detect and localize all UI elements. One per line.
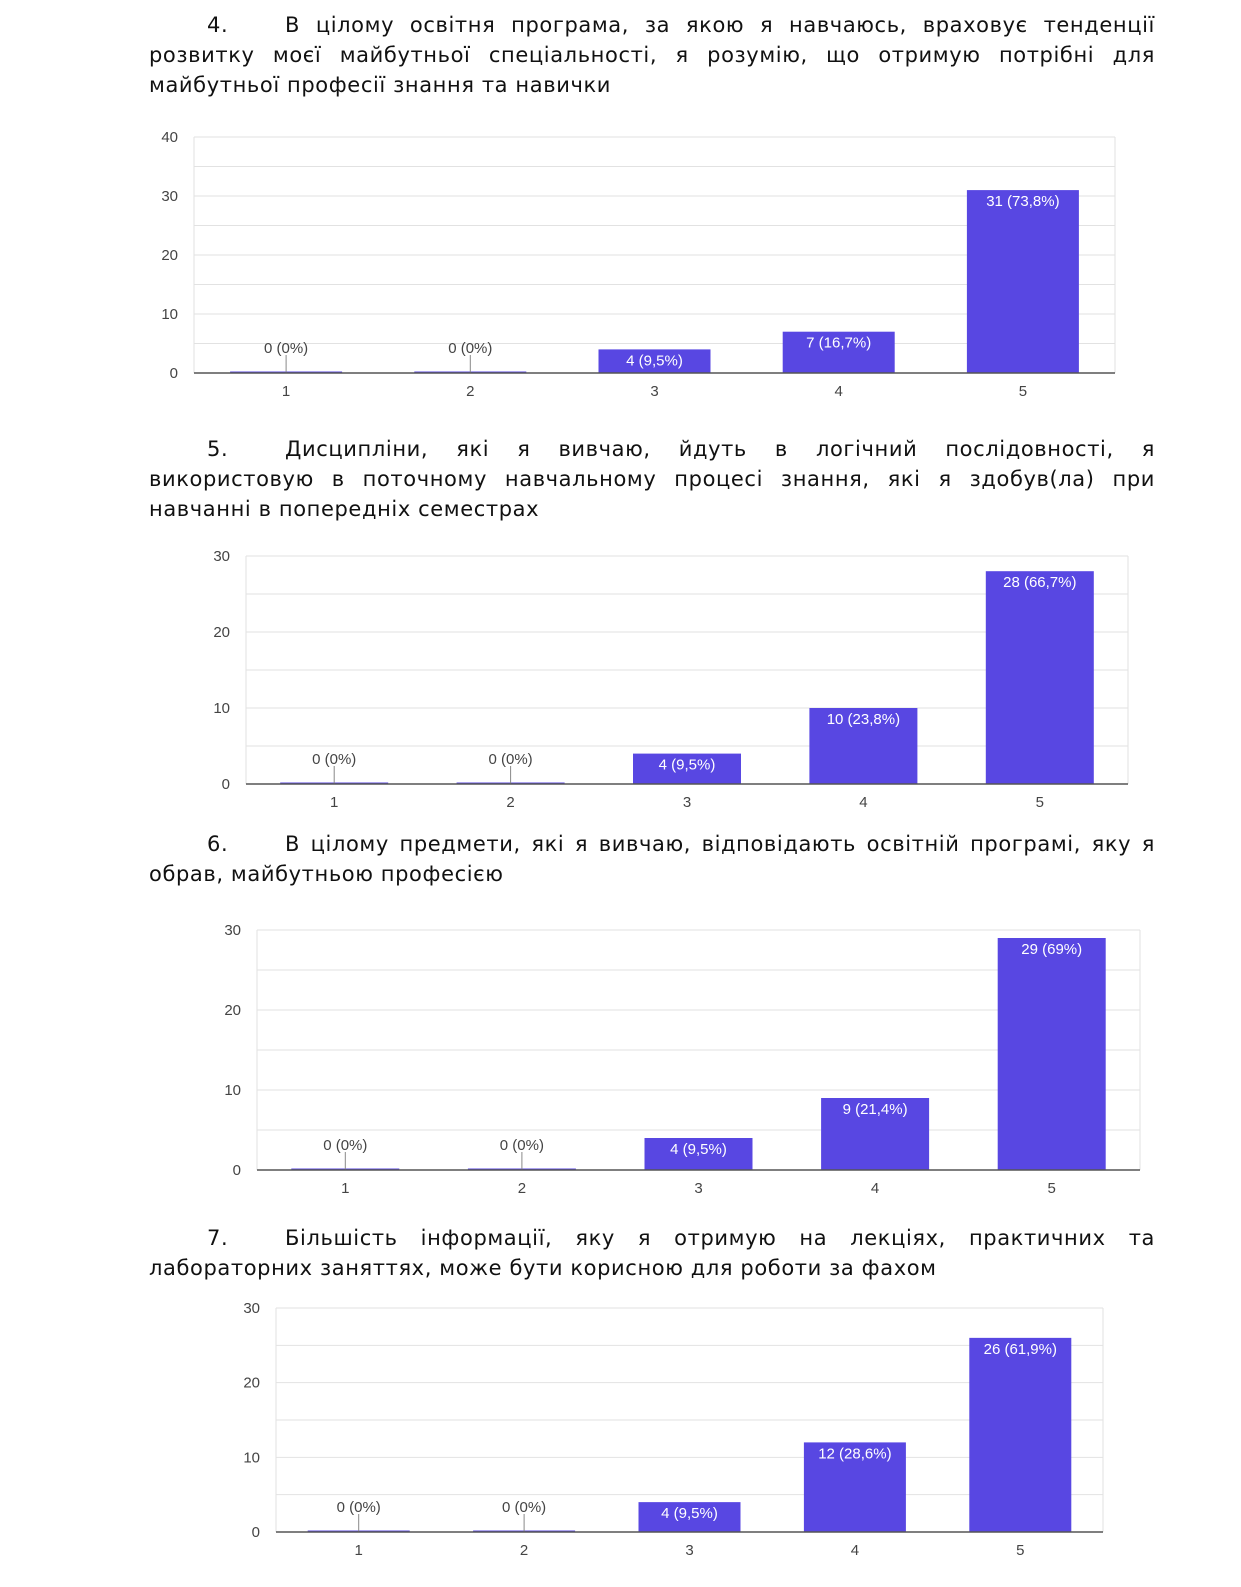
bar: [633, 753, 741, 784]
data-label: 0 (0%): [337, 1499, 381, 1516]
data-label: 4 (9,5%): [661, 1505, 718, 1522]
question-4: 4. В цілому освітня програма, за якою я н…: [149, 10, 1155, 100]
question-7: 7. Більшість інформації, яку я отримую на…: [149, 1223, 1155, 1283]
question-text: Дисципліни, які я вивчаю, йдуть в логічн…: [149, 437, 1155, 521]
y-tick-label: 0: [233, 1162, 241, 1179]
data-label: 28 (66,7%): [1003, 574, 1076, 591]
x-category-label: 5: [1016, 1542, 1024, 1559]
data-label: 0 (0%): [312, 751, 356, 768]
x-category-label: 3: [683, 794, 691, 811]
y-tick-label: 0: [252, 1524, 260, 1541]
data-label: 9 (21,4%): [843, 1101, 908, 1118]
question-number: 5.: [207, 437, 229, 461]
x-category-label: 5: [1048, 1180, 1056, 1197]
bar: [997, 938, 1106, 1170]
x-category-label: 1: [355, 1542, 363, 1559]
x-category-label: 4: [851, 1542, 859, 1559]
data-label: 31 (73,8%): [986, 193, 1059, 210]
data-label: 29 (69%): [1021, 941, 1082, 958]
x-category-label: 3: [650, 383, 658, 400]
bar: [985, 571, 1094, 784]
y-tick-label: 30: [224, 922, 241, 939]
question-text: Більшість інформації, яку я отримую на л…: [149, 1226, 1155, 1280]
y-tick-label: 0: [222, 776, 230, 793]
bar: [782, 331, 895, 373]
x-category-label: 4: [835, 383, 843, 400]
question-number: 7.: [207, 1226, 229, 1250]
x-category-label: 5: [1019, 383, 1027, 400]
data-label: 0 (0%): [448, 340, 492, 357]
y-tick-label: 20: [161, 247, 178, 264]
question-5: 5. Дисципліни, які я вивчаю, йдуть в логі…: [149, 434, 1155, 524]
y-tick-label: 20: [224, 1002, 241, 1019]
x-category-label: 1: [282, 383, 290, 400]
x-category-label: 2: [520, 1542, 528, 1559]
y-tick-label: 10: [213, 700, 230, 717]
x-category-label: 2: [518, 1180, 526, 1197]
y-tick-label: 10: [224, 1082, 241, 1099]
question-number: 6.: [207, 832, 229, 856]
y-tick-label: 30: [161, 188, 178, 205]
question-text: В цілому предмети, які я вивчаю, відпові…: [149, 832, 1155, 886]
y-tick-label: 0: [170, 365, 178, 382]
data-label: 10 (23,8%): [827, 711, 900, 728]
bar-chart-question-4: 0 10 20 30 40 0 (0%) 1 0 (0%) 2 4 (9,5%) 3 7 (16,7%…: [161, 129, 1116, 400]
data-label: 12 (28,6%): [818, 1445, 891, 1462]
bar: [638, 1502, 741, 1532]
bar-chart-question-5: 0 10 20 30 0 (0%) 1 0 (0%) 2 4 (9,5%) 3 10 (23,8%)…: [213, 548, 1129, 811]
y-tick-label: 30: [213, 548, 230, 565]
y-tick-label: 40: [161, 129, 178, 146]
x-category-label: 3: [694, 1180, 702, 1197]
data-label: 4 (9,5%): [659, 757, 716, 774]
bar-chart-question-7: 0 10 20 30 0 (0%) 1 0 (0%) 2 4 (9,5%) 3 12 (28,6%)…: [243, 1300, 1104, 1559]
bar-chart-question-6: 0 10 20 30 0 (0%) 1 0 (0%) 2 4 (9,5%) 3 9 (21,4%) 4…: [224, 922, 1141, 1197]
x-category-label: 1: [330, 794, 338, 811]
data-label: 26 (61,9%): [984, 1341, 1057, 1358]
y-tick-label: 30: [243, 1300, 260, 1317]
y-tick-label: 10: [243, 1449, 260, 1466]
data-label: 0 (0%): [489, 751, 533, 768]
y-tick-label: 20: [243, 1375, 260, 1392]
y-tick-label: 10: [161, 306, 178, 323]
bar: [598, 349, 711, 373]
x-category-label: 4: [859, 794, 867, 811]
x-category-label: 3: [685, 1542, 693, 1559]
data-label: 4 (9,5%): [670, 1141, 727, 1158]
data-label: 4 (9,5%): [626, 352, 683, 369]
x-category-label: 4: [871, 1180, 879, 1197]
x-category-label: 1: [341, 1180, 349, 1197]
x-category-label: 5: [1036, 794, 1044, 811]
x-category-label: 2: [466, 383, 474, 400]
bar: [803, 1442, 906, 1532]
bar: [966, 190, 1079, 373]
data-label: 0 (0%): [323, 1137, 367, 1154]
x-category-label: 2: [506, 794, 514, 811]
data-label: 0 (0%): [502, 1499, 546, 1516]
data-label: 7 (16,7%): [806, 335, 871, 352]
data-label: 0 (0%): [500, 1137, 544, 1154]
y-tick-label: 20: [213, 624, 230, 641]
question-text: В цілому освітня програма, за якою я нав…: [149, 13, 1155, 97]
question-number: 4.: [207, 13, 229, 37]
bar: [809, 708, 918, 784]
bar: [969, 1337, 1072, 1532]
bar: [644, 1138, 753, 1170]
bar: [821, 1098, 930, 1170]
question-6: 6. В цілому предмети, які я вивчаю, відпо…: [149, 829, 1155, 889]
data-label: 0 (0%): [264, 340, 308, 357]
